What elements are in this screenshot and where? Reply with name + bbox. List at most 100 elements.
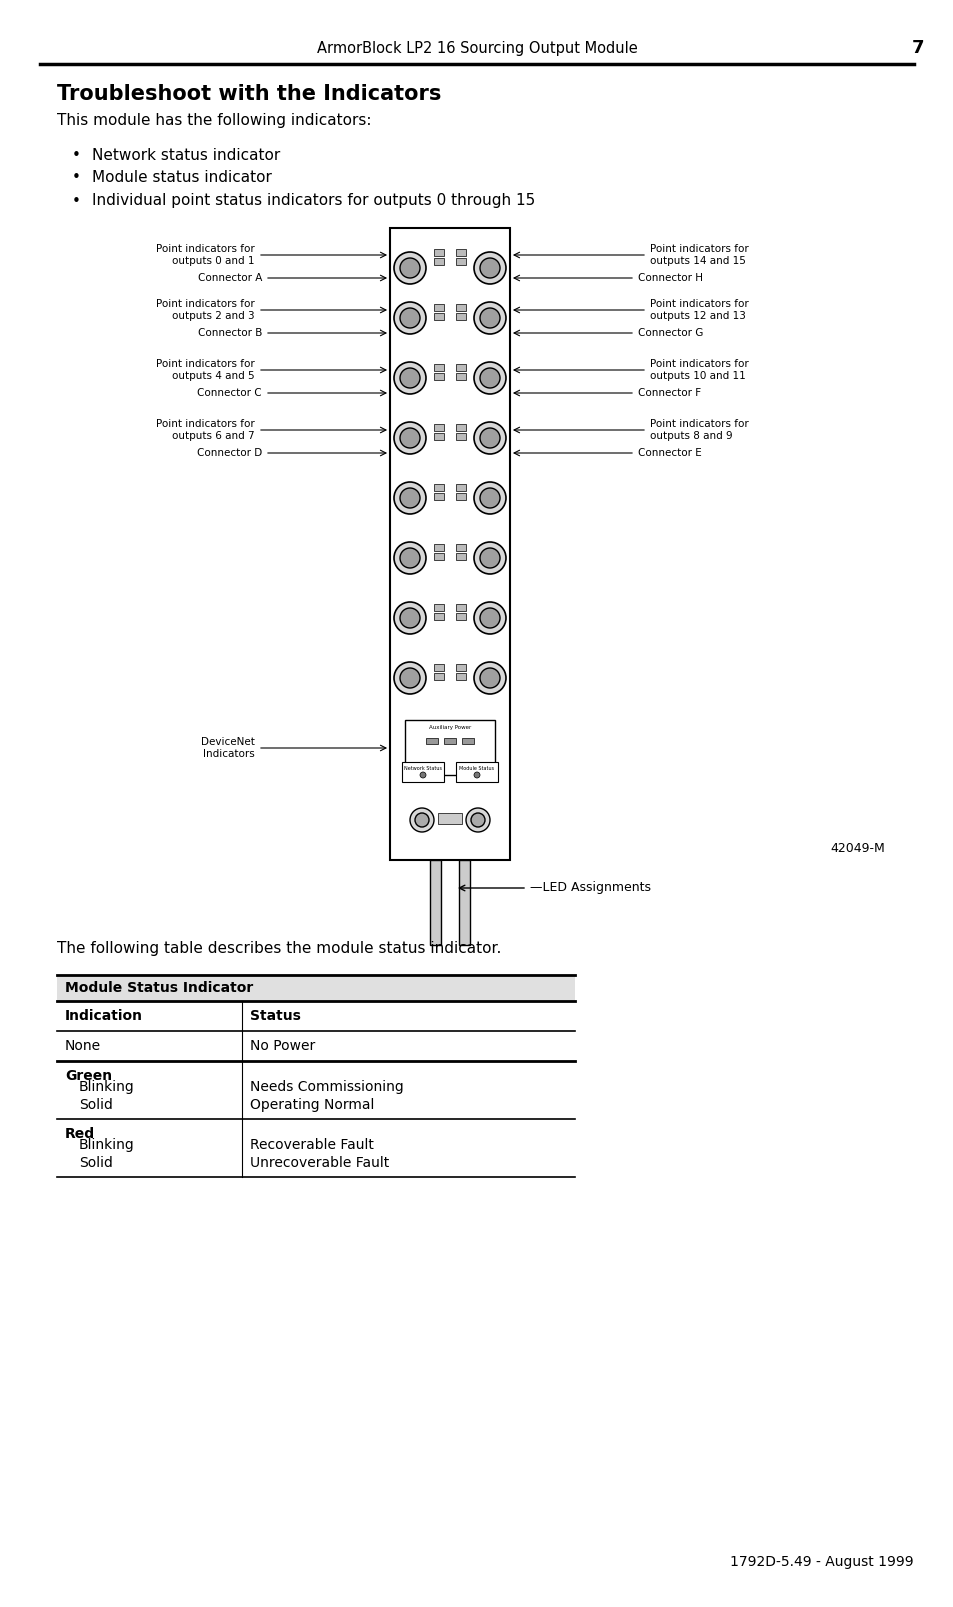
Circle shape	[410, 808, 434, 832]
Bar	[456, 553, 465, 559]
Bar	[434, 313, 443, 320]
Text: Green: Green	[65, 1069, 112, 1083]
Circle shape	[474, 362, 505, 394]
Bar	[456, 612, 465, 620]
Circle shape	[474, 771, 479, 778]
Text: Module Status Indicator: Module Status Indicator	[65, 980, 253, 995]
Bar	[434, 304, 443, 312]
Circle shape	[479, 427, 499, 448]
Circle shape	[394, 252, 426, 284]
Text: Point indicators for
outputs 14 and 15: Point indicators for outputs 14 and 15	[649, 244, 748, 265]
Text: None: None	[65, 1040, 101, 1053]
Bar	[426, 738, 437, 744]
Circle shape	[399, 368, 419, 387]
Bar	[461, 738, 474, 744]
Text: ArmorBlock LP2 16 Sourcing Output Module: ArmorBlock LP2 16 Sourcing Output Module	[316, 40, 637, 56]
Circle shape	[394, 482, 426, 514]
Bar	[401, 762, 443, 783]
Text: Blinking: Blinking	[79, 1138, 134, 1152]
Text: Operating Normal: Operating Normal	[250, 1098, 374, 1112]
Bar	[456, 313, 465, 320]
Circle shape	[479, 368, 499, 387]
Text: Auxiliary Power: Auxiliary Power	[429, 725, 471, 730]
Bar	[434, 493, 443, 500]
Circle shape	[399, 607, 419, 628]
Circle shape	[415, 813, 429, 828]
Text: The following table describes the module status indicator.: The following table describes the module…	[57, 940, 501, 956]
Text: Point indicators for
outputs 2 and 3: Point indicators for outputs 2 and 3	[156, 299, 254, 321]
Text: Red: Red	[65, 1127, 95, 1141]
Circle shape	[394, 362, 426, 394]
Circle shape	[394, 603, 426, 635]
Text: Point indicators for
outputs 6 and 7: Point indicators for outputs 6 and 7	[156, 419, 254, 440]
Text: This module has the following indicators:: This module has the following indicators…	[57, 112, 371, 127]
Circle shape	[471, 813, 484, 828]
Bar	[456, 365, 465, 371]
Text: Recoverable Fault: Recoverable Fault	[250, 1138, 374, 1152]
Bar	[456, 304, 465, 312]
Circle shape	[479, 669, 499, 688]
Text: No Power: No Power	[250, 1040, 314, 1053]
Bar	[437, 813, 461, 824]
Text: Point indicators for
outputs 12 and 13: Point indicators for outputs 12 and 13	[649, 299, 748, 321]
Circle shape	[479, 548, 499, 567]
Text: Indication: Indication	[65, 1009, 143, 1024]
Bar	[434, 673, 443, 680]
Bar	[434, 365, 443, 371]
Text: Connector G: Connector G	[638, 328, 702, 337]
Bar	[430, 860, 440, 945]
Text: 42049-M: 42049-M	[829, 842, 884, 855]
Text: Connector A: Connector A	[197, 273, 262, 283]
Text: Connector D: Connector D	[196, 448, 262, 458]
Bar	[434, 612, 443, 620]
Bar	[57, 975, 575, 1001]
Circle shape	[479, 259, 499, 278]
Circle shape	[474, 482, 505, 514]
Text: Network status indicator: Network status indicator	[91, 148, 280, 162]
Text: Needs Commissioning: Needs Commissioning	[250, 1080, 403, 1094]
Circle shape	[474, 603, 505, 635]
Circle shape	[399, 309, 419, 328]
Circle shape	[399, 548, 419, 567]
Bar	[405, 720, 495, 775]
Text: Connector F: Connector F	[638, 387, 700, 399]
Text: Module Status: Module Status	[459, 767, 494, 771]
Bar	[434, 259, 443, 265]
Text: 7: 7	[911, 39, 923, 56]
Bar	[456, 484, 465, 492]
Text: Point indicators for
outputs 10 and 11: Point indicators for outputs 10 and 11	[649, 360, 748, 381]
Circle shape	[474, 662, 505, 694]
Bar	[456, 762, 497, 783]
Bar	[458, 860, 470, 945]
Circle shape	[474, 542, 505, 574]
Text: Point indicators for
outputs 4 and 5: Point indicators for outputs 4 and 5	[156, 360, 254, 381]
Circle shape	[394, 302, 426, 334]
Bar	[434, 664, 443, 672]
Bar	[434, 424, 443, 431]
Text: Network Status: Network Status	[403, 767, 441, 771]
Circle shape	[474, 423, 505, 455]
Text: •: •	[71, 148, 81, 162]
Circle shape	[394, 662, 426, 694]
Text: Unrecoverable Fault: Unrecoverable Fault	[250, 1155, 389, 1170]
Bar	[434, 249, 443, 256]
Text: Point indicators for
outputs 8 and 9: Point indicators for outputs 8 and 9	[649, 419, 748, 440]
Text: Connector C: Connector C	[197, 387, 262, 399]
Circle shape	[419, 771, 426, 778]
Text: Status: Status	[250, 1009, 300, 1024]
Text: Individual point status indicators for outputs 0 through 15: Individual point status indicators for o…	[91, 193, 535, 209]
Circle shape	[474, 252, 505, 284]
Circle shape	[474, 302, 505, 334]
Bar	[456, 259, 465, 265]
Text: •: •	[71, 170, 81, 185]
Bar	[456, 604, 465, 611]
Bar	[456, 673, 465, 680]
Bar	[456, 432, 465, 440]
Circle shape	[465, 808, 490, 832]
Circle shape	[394, 542, 426, 574]
Bar	[456, 249, 465, 256]
Circle shape	[479, 309, 499, 328]
Bar	[434, 484, 443, 492]
Text: 1792D-5.49 - August 1999: 1792D-5.49 - August 1999	[730, 1556, 913, 1568]
Bar	[434, 604, 443, 611]
